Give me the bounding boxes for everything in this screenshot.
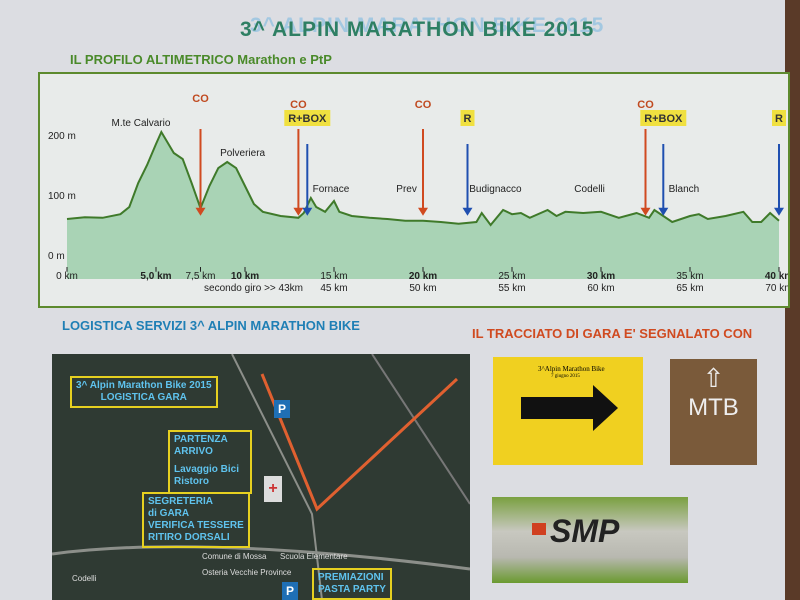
x-tick-label: 7,5 km xyxy=(185,271,215,282)
marker-arrowhead xyxy=(195,207,206,216)
place-label: Blanch xyxy=(669,184,700,195)
x-tick-label-second-lap: 55 km xyxy=(498,283,525,294)
place-label: Polveriera xyxy=(220,148,265,159)
marker-arrowhead xyxy=(658,207,669,216)
x-tick-label: 40 km xyxy=(765,271,788,282)
marker-arrowhead xyxy=(462,207,473,216)
marker-badge xyxy=(284,110,331,126)
x-tick-label-second-lap: 65 km xyxy=(676,283,703,294)
logistics-map: 3^ Alpin Marathon Bike 2015 LOGISTICA GA… xyxy=(52,354,470,600)
marker-label-co: CO xyxy=(290,99,307,111)
marker-arrowhead xyxy=(640,207,651,216)
race-office-label: SEGRETERIA di GARA VERIFICA TESSERE RITI… xyxy=(142,492,250,548)
sign-title: 3^Alpin Marathon Bike xyxy=(538,365,605,373)
y-tick-label: 100 m xyxy=(48,191,76,202)
x-tick-label: 25 km xyxy=(498,271,525,282)
x-tick-label-second-lap: 60 km xyxy=(587,283,614,294)
place-label: Prev xyxy=(396,184,417,195)
chalk-mtb-image: ⇧ MTB xyxy=(670,359,757,465)
elevation-line xyxy=(66,129,780,227)
x-tick-label: 35 km xyxy=(676,271,703,282)
place-label: Scuola Elementare xyxy=(280,552,348,561)
awards-label: PREMIAZIONI PASTA PARTY xyxy=(312,568,392,600)
arrow-sign-image: 3^Alpin Marathon Bike 7 giugno 2015 xyxy=(493,357,643,465)
x-tick-label: 0 km xyxy=(56,271,78,282)
poster-title: 3^ ALPIN MARATHON BIKE 2015 xyxy=(240,18,595,41)
y-tick-label: 0 m xyxy=(48,251,65,262)
bike-wash-label: Lavaggio Bici Ristoro xyxy=(174,464,240,487)
x-tick-label-second-lap: 70 km xyxy=(765,283,788,294)
place-label: Osteria Vecchie Province xyxy=(202,568,292,577)
marker-arrowhead xyxy=(302,207,313,216)
marker-label-r: R xyxy=(464,113,472,125)
x-tick-label: 10 km xyxy=(231,271,259,282)
profile-subtitle: IL PROFILO ALTIMETRICO Marathon e PtP xyxy=(70,52,332,67)
x-tick-label-second-lap: 50 km xyxy=(409,283,436,294)
x-tick-label-second-lap: 45 km xyxy=(320,283,347,294)
parking-icon: P xyxy=(274,400,290,418)
elevation-svg: 0 m 100 m 200 m 0 km 5,0 km 7,5 km 10 kmsecond… xyxy=(48,93,793,294)
sign-date: 7 giugno 2015 xyxy=(551,374,580,379)
x-tick-label: 30 km xyxy=(587,271,615,282)
marker-badge xyxy=(640,110,687,126)
place-label: Budignacco xyxy=(469,184,522,195)
marker-badge xyxy=(460,110,475,126)
x-tick-label: 20 km xyxy=(409,271,437,282)
chalk-text: MTB xyxy=(688,394,739,421)
marker-label-r-box: R+BOX xyxy=(288,113,327,125)
place-label: Codelli xyxy=(72,574,97,583)
map-title-label: 3^ Alpin Marathon Bike 2015 LOGISTICA GA… xyxy=(70,376,218,408)
start-finish-label: PARTENZA ARRIVO xyxy=(174,434,228,457)
sponsor-image: SMP xyxy=(492,497,688,583)
arrow-up-icon: ⇧ xyxy=(702,363,725,393)
route-line xyxy=(260,373,459,512)
elevation-chart: 0 m 100 m 200 m 0 km 5,0 km 7,5 km 10 km second… xyxy=(38,72,793,308)
first-aid-icon: + xyxy=(264,476,282,502)
elevation-area xyxy=(67,132,779,279)
place-label: M.te Calvario xyxy=(112,118,171,129)
marker-arrowhead xyxy=(774,207,784,216)
place-label: Comune di Mossa xyxy=(202,552,267,561)
map-roads xyxy=(52,354,470,600)
place-label: Fornace xyxy=(313,184,350,195)
marker-label-co: CO xyxy=(192,93,209,105)
marker-label-r: R xyxy=(775,113,783,125)
marker-arrowhead xyxy=(418,207,428,216)
x-tick-label-second-lap: secondo giro >> 43km xyxy=(204,283,303,294)
marker-label-co: CO xyxy=(415,99,432,111)
marker-badge xyxy=(772,110,786,126)
y-tick-label: 200 m xyxy=(48,131,76,142)
x-tick-label: 5,0 km xyxy=(140,271,171,282)
arrow-right-icon xyxy=(521,385,618,431)
sponsor-mark xyxy=(532,523,546,535)
x-tick-label: 15 km xyxy=(320,271,347,282)
sponsor-logo: SMP xyxy=(550,513,620,549)
place-label: Codelli xyxy=(574,184,605,195)
route-heading: IL TRACCIATO DI GARA E' SEGNALATO CON xyxy=(472,326,753,341)
marker-label-co: CO xyxy=(637,99,654,111)
logistics-heading: LOGISTICA SERVIZI 3^ ALPIN MARATHON BIKE xyxy=(62,318,360,333)
marker-label-r-box: R+BOX xyxy=(644,113,683,125)
parking-icon: P xyxy=(282,582,298,600)
marker-arrowhead xyxy=(293,207,304,216)
